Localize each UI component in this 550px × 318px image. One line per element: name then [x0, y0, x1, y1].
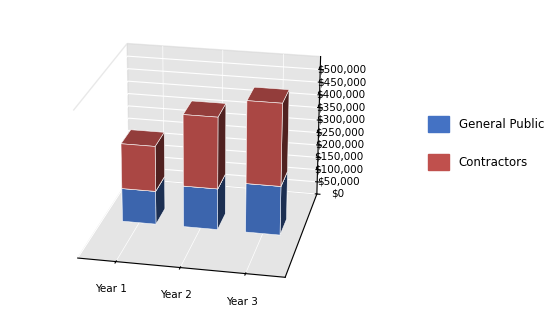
- Legend: General Public, Contractors: General Public, Contractors: [428, 116, 544, 170]
